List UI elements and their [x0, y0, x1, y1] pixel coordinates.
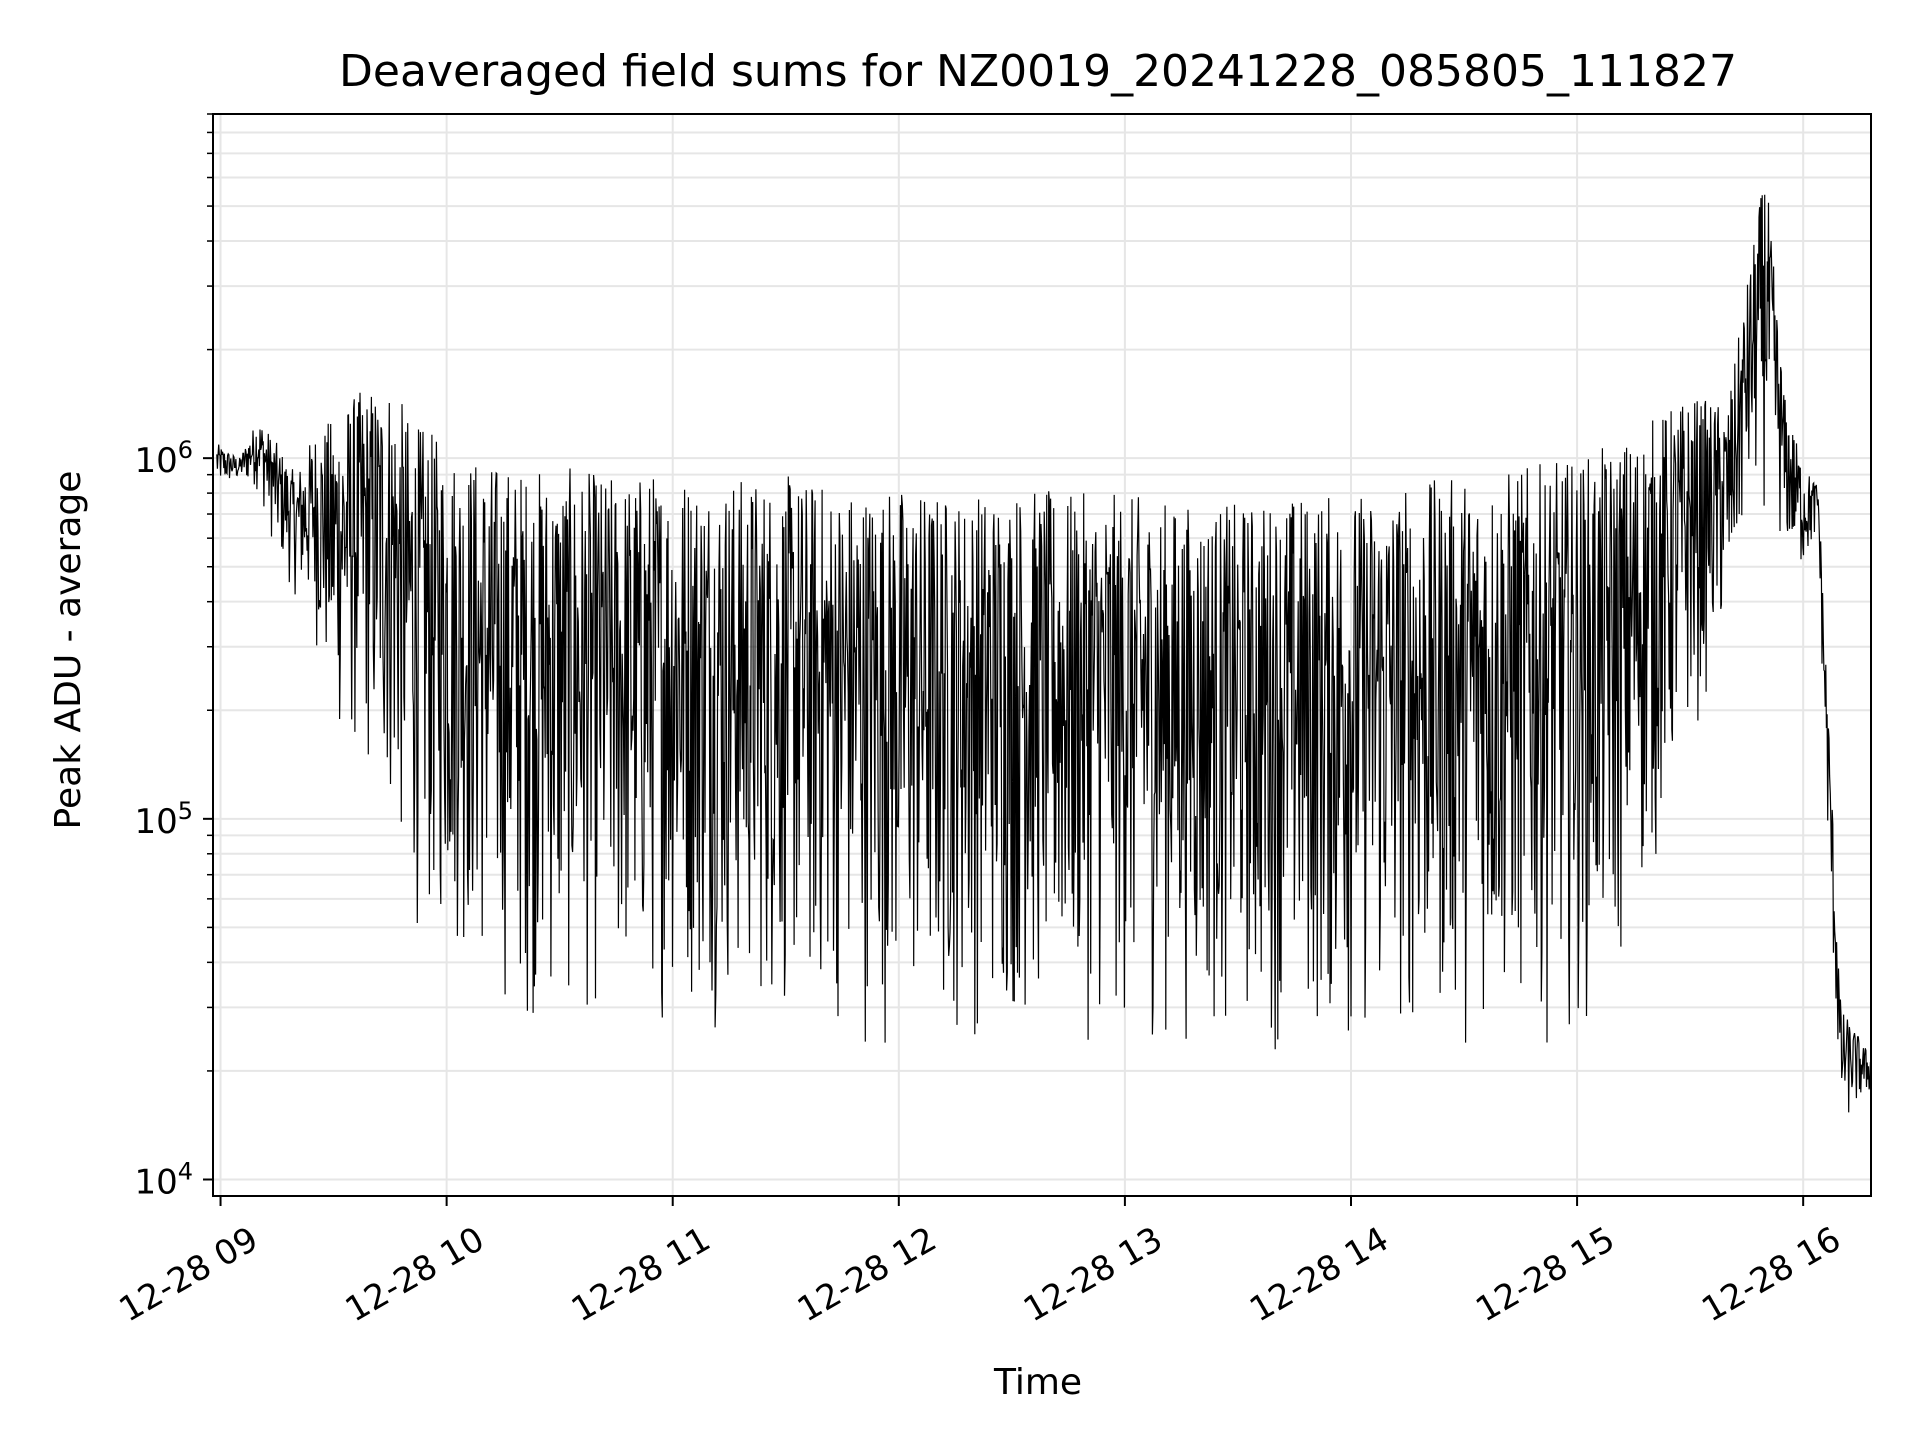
plot-area	[216, 194, 1872, 1113]
series-line-0	[216, 194, 1872, 1113]
y-tick-label: 104	[134, 1157, 193, 1202]
x-axis-label: Time	[993, 1362, 1082, 1403]
y-axis: 104 105 106	[134, 113, 213, 1202]
chart-title: Deaveraged field sums for NZ0019_2024122…	[339, 46, 1737, 97]
y-tick-label: 106	[134, 436, 193, 481]
y-tick-label: 105	[134, 797, 193, 842]
axes-frame	[212, 113, 1872, 1197]
y-axis-label: Peak ADU - average	[48, 471, 89, 830]
